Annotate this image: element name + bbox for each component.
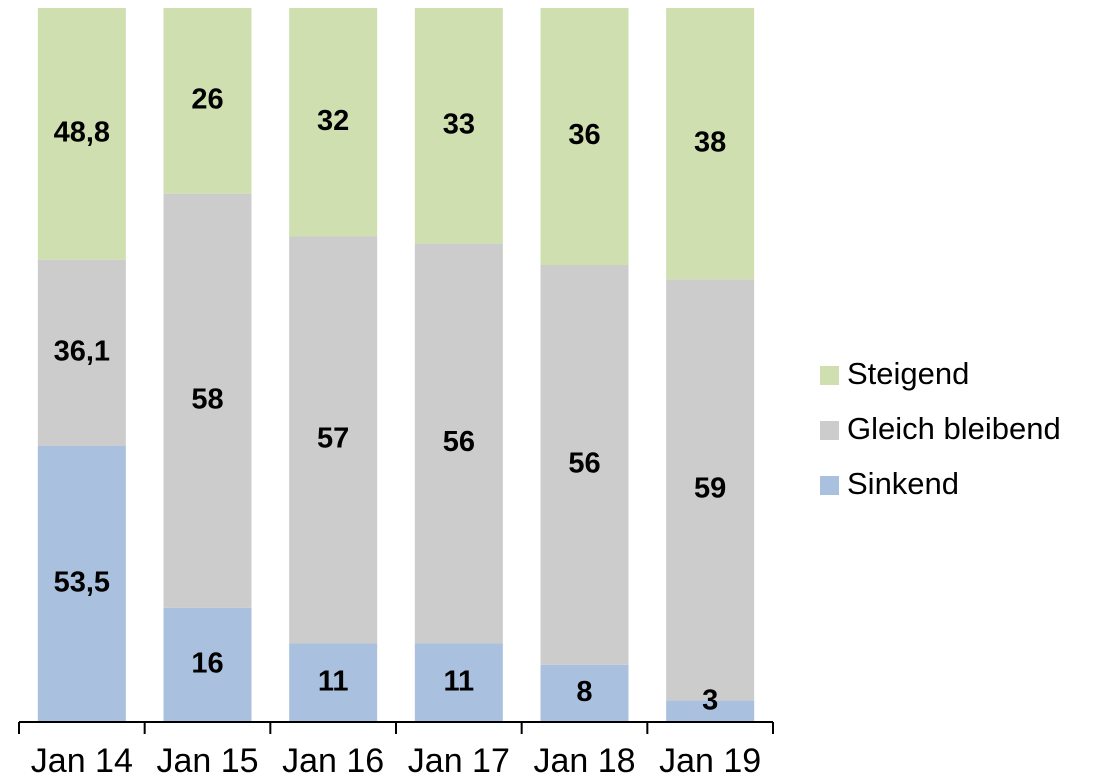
legend-swatch-gleich-bleibend [820, 421, 839, 440]
data-label-gleich-bleibend-jan-14: 36,1 [54, 336, 110, 368]
data-label-sinkend-jan-16: 11 [318, 665, 349, 697]
data-label-steigend-jan-18: 36 [568, 119, 600, 151]
x-tick-label-jan-19: Jan 19 [659, 742, 761, 780]
data-label-sinkend-jan-15: 16 [191, 648, 223, 680]
bar-steigend-jan-15 [163, 8, 252, 194]
bar-gleich-bleibend-jan-14 [37, 259, 126, 446]
x-tick-label-jan-16: Jan 16 [282, 742, 384, 780]
bars-group [37, 8, 755, 722]
bar-gleich-bleibend-jan-19 [666, 279, 755, 701]
data-label-sinkend-jan-14: 53,5 [54, 567, 110, 599]
data-label-gleich-bleibend-jan-17: 56 [443, 426, 475, 458]
bar-steigend-jan-16 [289, 8, 378, 237]
legend-swatch-steigend [820, 366, 839, 385]
x-tick-label-jan-15: Jan 15 [156, 742, 258, 780]
bar-sinkend-jan-14 [37, 445, 126, 722]
data-label-sinkend-jan-19: 3 [702, 685, 718, 717]
data-label-steigend-jan-19: 38 [694, 126, 726, 158]
bar-steigend-jan-17 [414, 8, 503, 244]
data-label-steigend-jan-14: 48,8 [54, 117, 110, 149]
data-label-gleich-bleibend-jan-16: 57 [317, 423, 349, 455]
bar-sinkend-jan-18 [540, 664, 629, 722]
data-label-steigend-jan-17: 33 [443, 108, 475, 140]
data-label-gleich-bleibend-jan-19: 59 [694, 473, 726, 505]
legend-label-sinkend: Sinkend [847, 466, 959, 501]
data-label-steigend-jan-16: 32 [317, 105, 349, 137]
legend: Steigend Gleich bleibend Sinkend [820, 356, 1061, 501]
bar-gleich-bleibend-jan-17 [414, 243, 503, 644]
legend-label-gleich-bleibend: Gleich bleibend [847, 411, 1061, 446]
bar-sinkend-jan-19 [666, 700, 755, 722]
x-tick-label-jan-18: Jan 18 [533, 742, 635, 780]
bar-sinkend-jan-15 [163, 607, 252, 722]
bar-gleich-bleibend-jan-18 [540, 265, 629, 665]
bar-gleich-bleibend-jan-16 [289, 236, 378, 644]
bar-steigend-jan-18 [540, 8, 629, 266]
x-axis: Jan 14 Jan 15 Jan 16 Jan 17 Jan 18 Jan 19 [18, 721, 774, 780]
x-tick-label-jan-17: Jan 17 [408, 742, 510, 780]
bar-gleich-bleibend-jan-15 [163, 193, 252, 608]
bar-sinkend-jan-16 [289, 643, 378, 722]
legend-label-steigend: Steigend [847, 356, 969, 391]
data-label-sinkend-jan-17: 11 [443, 665, 474, 697]
data-label-steigend-jan-15: 26 [191, 83, 223, 115]
data-label-sinkend-jan-18: 8 [576, 676, 592, 708]
bar-sinkend-jan-17 [414, 643, 503, 722]
legend-swatch-sinkend [820, 476, 839, 495]
data-label-gleich-bleibend-jan-18: 56 [568, 448, 600, 480]
data-label-gleich-bleibend-jan-15: 58 [191, 383, 223, 415]
bar-steigend-jan-14 [37, 8, 126, 260]
bar-steigend-jan-19 [666, 8, 755, 280]
segment-labels-group: 53,5 36,1 48,8 16 58 26 11 57 32 11 56 33 8 56 36 3 59 38 [54, 83, 727, 716]
x-tick-label-jan-14: Jan 14 [31, 742, 133, 780]
